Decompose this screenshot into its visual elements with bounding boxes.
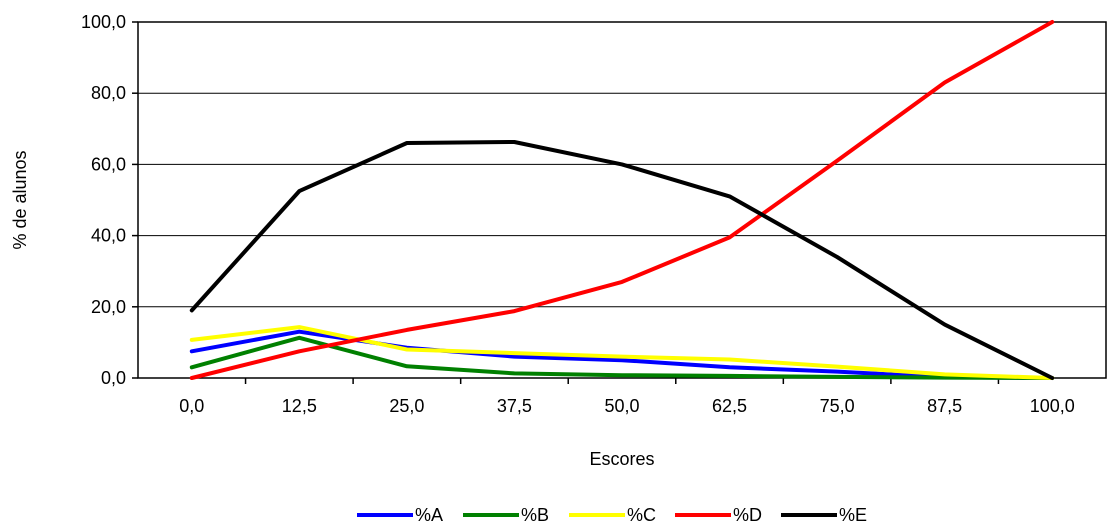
- x-tick-label: 37,5: [497, 396, 532, 416]
- y-tick-label: 20,0: [91, 297, 126, 317]
- plot-area: [137, 21, 1107, 379]
- y-tick-label: 100,0: [81, 12, 126, 32]
- gridlines: [138, 92, 1106, 308]
- legend-item: %E: [781, 505, 867, 525]
- x-tick-label: 62,5: [712, 396, 747, 416]
- x-axis-title: Escores: [589, 449, 654, 469]
- legend-item: %C: [569, 505, 656, 525]
- legend-label: %D: [733, 505, 762, 525]
- y-axis: 0,0 20,0 40,0 60,0 80,0 100,0: [81, 12, 138, 388]
- y-tick-label: 60,0: [91, 154, 126, 174]
- legend-label: %E: [839, 505, 867, 525]
- series-lines: [189, 20, 1055, 380]
- y-tick-label: 80,0: [91, 83, 126, 103]
- x-tick-label: 100,0: [1030, 396, 1075, 416]
- legend-item: %A: [357, 505, 443, 525]
- series-line-pct-c: [189, 325, 1055, 380]
- series-line-pct-e: [189, 140, 1055, 380]
- x-tick-label: 0,0: [179, 396, 204, 416]
- series-line-pct-b: [189, 335, 1055, 380]
- x-tick-label: 50,0: [604, 396, 639, 416]
- x-tick-label: 75,0: [820, 396, 855, 416]
- x-tick-label: 12,5: [282, 396, 317, 416]
- legend: %A %B %C %D %E: [357, 505, 867, 525]
- legend-label: %A: [415, 505, 443, 525]
- y-axis-title: % de alunos: [10, 150, 30, 249]
- series-line-pct-d: [189, 20, 1055, 380]
- legend-label: %B: [521, 505, 549, 525]
- x-tick-label: 25,0: [389, 396, 424, 416]
- legend-label: %C: [627, 505, 656, 525]
- legend-item: %D: [675, 505, 762, 525]
- x-axis: 0,0 12,5 25,0 37,5 50,0 62,5 75,0 87,5 100,0: [179, 378, 1075, 416]
- x-tick-label: 87,5: [927, 396, 962, 416]
- legend-item: %B: [463, 505, 549, 525]
- y-tick-label: 0,0: [101, 368, 126, 388]
- y-tick-label: 40,0: [91, 226, 126, 246]
